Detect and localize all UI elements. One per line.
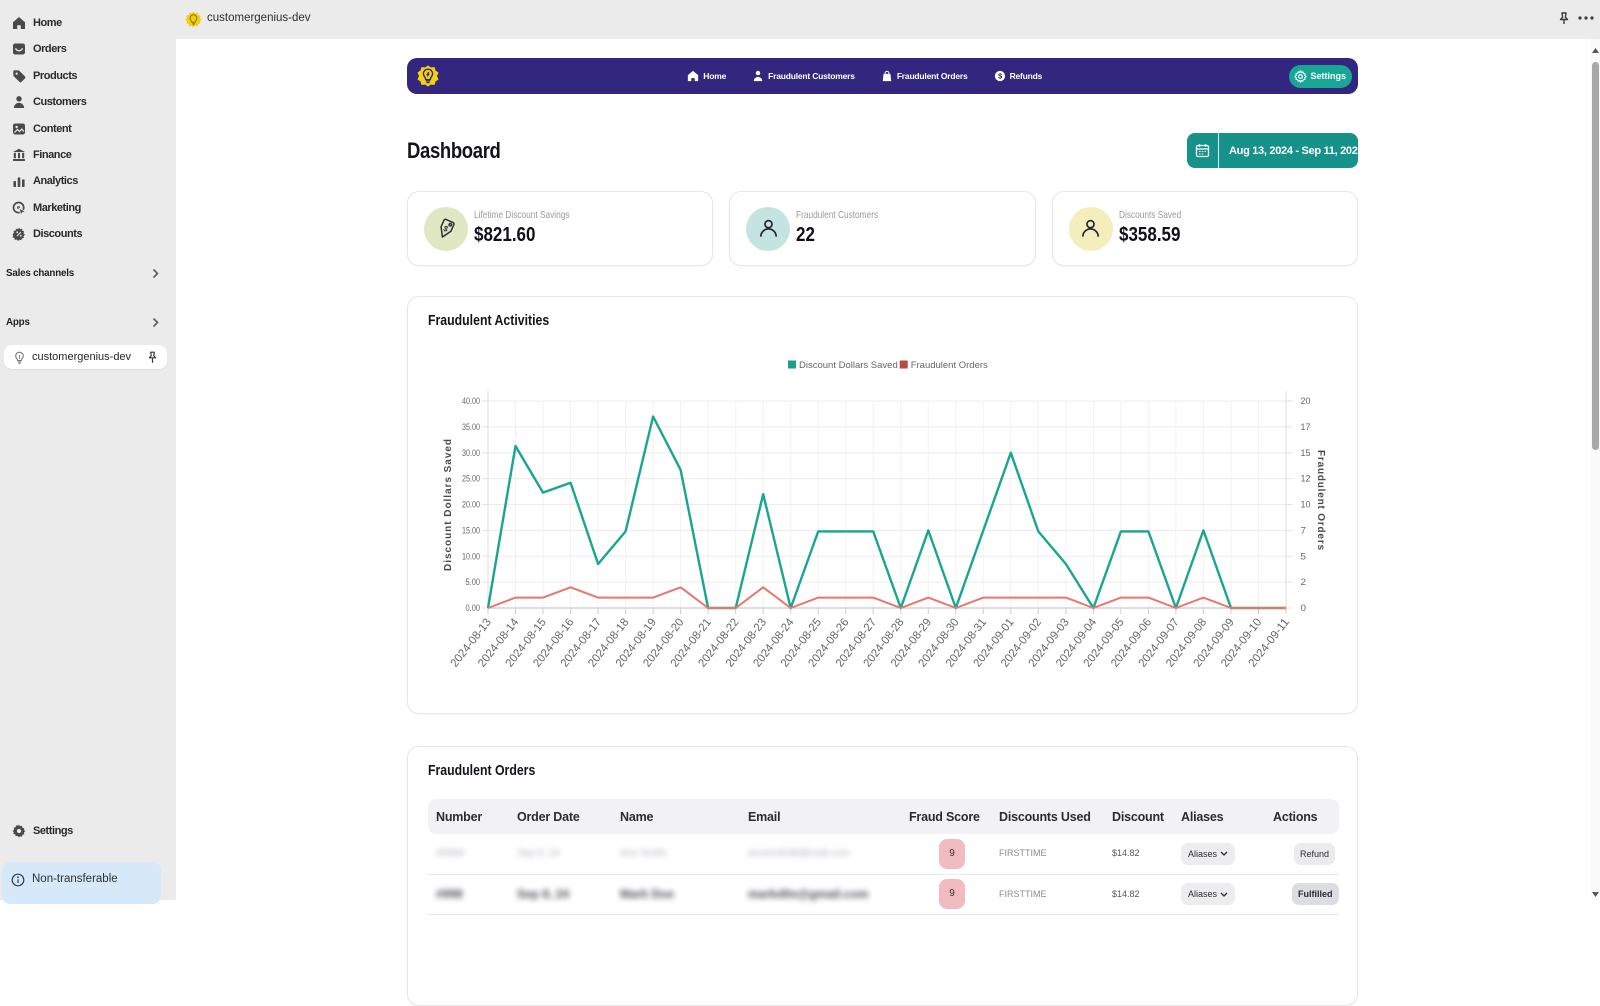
svg-text:10: 10 <box>1301 500 1311 511</box>
svg-text:17: 17 <box>1301 422 1311 433</box>
svg-text:5: 5 <box>1301 551 1307 562</box>
svg-text:25.00: 25.00 <box>462 474 480 485</box>
svg-text:Fraudulent Orders: Fraudulent Orders <box>1315 450 1326 550</box>
svg-text:0.00: 0.00 <box>466 603 481 614</box>
svg-text:0: 0 <box>1301 603 1307 614</box>
svg-text:$: $ <box>998 72 1002 81</box>
svg-text:$: $ <box>442 223 450 233</box>
svg-text:15.00: 15.00 <box>462 525 480 536</box>
svg-text:40.00: 40.00 <box>462 396 480 407</box>
svg-text:20: 20 <box>1301 396 1311 407</box>
svg-text:10.00: 10.00 <box>462 551 480 562</box>
svg-text:30.00: 30.00 <box>462 448 480 459</box>
svg-text:15: 15 <box>1301 448 1311 459</box>
svg-text:Discount Dollars Saved: Discount Dollars Saved <box>799 360 898 371</box>
svg-text:Fraudulent Orders: Fraudulent Orders <box>911 360 988 371</box>
svg-text:5.00: 5.00 <box>466 577 481 588</box>
svg-text:12: 12 <box>1301 474 1311 485</box>
svg-text:35.00: 35.00 <box>462 422 480 433</box>
svg-text:Discount Dollars Saved: Discount Dollars Saved <box>443 439 454 571</box>
svg-text:2: 2 <box>1301 577 1307 588</box>
svg-text:20.00: 20.00 <box>462 500 480 511</box>
svg-text:7: 7 <box>1301 525 1307 536</box>
